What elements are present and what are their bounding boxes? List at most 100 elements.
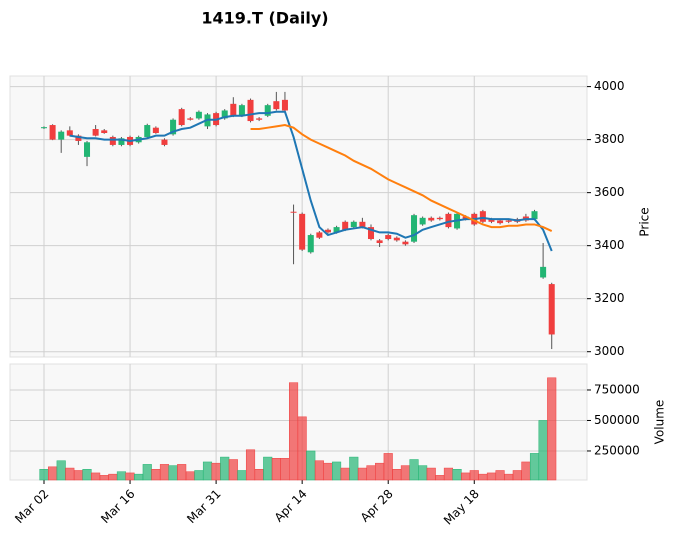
- candle-body: [170, 119, 177, 135]
- volume-bar: [177, 464, 187, 481]
- volume-bar: [142, 464, 152, 481]
- volume-bar: [332, 461, 342, 481]
- volume-bar: [452, 469, 462, 481]
- volume-bar: [65, 467, 75, 481]
- volume-bar: [220, 456, 230, 481]
- volume-bar: [375, 462, 385, 481]
- y-axis-label: Price: [638, 207, 652, 236]
- volume-bar: [357, 467, 367, 481]
- moving-average-line: [250, 124, 553, 232]
- volume-bar: [288, 382, 299, 481]
- volume-bar: [73, 470, 83, 481]
- volume-bar: [366, 465, 376, 481]
- volume-bar: [185, 471, 195, 481]
- candle-body: [221, 110, 228, 119]
- volume-bar: [125, 472, 135, 481]
- y-tick-label: 3000: [594, 344, 625, 358]
- candle-body: [230, 103, 237, 116]
- volume-bar: [529, 453, 540, 481]
- candle-body: [58, 131, 65, 140]
- volume-bar: [48, 466, 58, 481]
- volume-bar: [495, 470, 505, 481]
- volume-bar: [418, 465, 428, 481]
- candle-body: [350, 221, 357, 228]
- y-tick-label: 4000: [594, 79, 625, 93]
- x-tick-label: Mar 02: [12, 487, 51, 526]
- candle-body: [273, 101, 280, 110]
- volume-bar: [134, 473, 144, 481]
- volume-bar: [443, 467, 454, 481]
- price-panel: [9, 75, 588, 358]
- candle-body: [264, 105, 271, 116]
- volume-bar: [237, 470, 247, 481]
- candle-body: [84, 142, 91, 157]
- volume-bar: [323, 462, 333, 481]
- x-tick-label: Apr 28: [358, 487, 396, 525]
- volume-bar: [314, 460, 324, 481]
- y-tick-label: 3600: [594, 185, 625, 199]
- volume-bar: [306, 450, 316, 481]
- volume-axis-label: Volume: [653, 400, 667, 445]
- candle-body: [118, 138, 125, 145]
- candle-body: [195, 111, 202, 119]
- volume-bar: [392, 469, 402, 481]
- volume-bar: [159, 464, 170, 481]
- volume-bar: [116, 471, 126, 481]
- candle-body: [66, 130, 73, 136]
- volume-bar: [202, 461, 213, 481]
- volume-bar: [211, 462, 221, 481]
- volume-bar: [271, 458, 281, 481]
- candle-body: [281, 99, 288, 111]
- volume-bar: [82, 469, 92, 481]
- volume-bar: [245, 449, 256, 481]
- candle-body: [333, 227, 340, 233]
- candle-body: [144, 125, 151, 137]
- candle-body: [152, 127, 159, 133]
- volume-tick-label: 500000: [594, 413, 640, 427]
- candle-body: [505, 220, 512, 222]
- chart-title: 1419.T (Daily): [201, 9, 328, 28]
- candle-body: [247, 99, 254, 122]
- x-tick-label: Mar 31: [184, 487, 223, 526]
- volume-bar: [383, 453, 393, 481]
- volume-bar: [297, 416, 307, 481]
- candle-body: [161, 139, 168, 145]
- x-tick-label: Apr 14: [272, 487, 310, 525]
- volume-bar: [547, 377, 557, 481]
- candle-body: [101, 130, 108, 133]
- volume-bar: [521, 461, 531, 481]
- volume-bar: [254, 469, 264, 481]
- candle-body: [316, 232, 323, 238]
- volume-bar: [538, 420, 548, 481]
- volume-bar: [108, 473, 118, 481]
- x-tick-label: Mar 16: [98, 487, 137, 526]
- candle-body: [385, 235, 392, 240]
- volume-bar: [56, 460, 66, 481]
- candle-body: [393, 237, 400, 241]
- candle-body: [299, 213, 306, 250]
- x-tick-label: May 18: [441, 487, 482, 528]
- y-tick-label: 3800: [594, 132, 625, 146]
- candle-body: [324, 229, 331, 233]
- candle-body: [402, 241, 409, 245]
- volume-tick-label: 250000: [594, 443, 640, 457]
- volume-bar: [194, 470, 204, 481]
- volume-bar: [263, 456, 273, 481]
- candle-body: [548, 284, 555, 335]
- candle-body: [428, 217, 435, 221]
- volume-bar: [340, 467, 350, 481]
- volume-bar: [280, 458, 290, 481]
- volume-bar: [228, 459, 238, 481]
- candle-body: [92, 129, 99, 136]
- candle-body: [367, 227, 375, 240]
- volume-tick-label: 750000: [594, 382, 640, 396]
- candle-body: [488, 219, 495, 222]
- candle-body: [479, 211, 486, 222]
- candle-body: [342, 221, 349, 230]
- candle-body: [187, 118, 194, 120]
- volume-bar: [409, 459, 419, 481]
- candle-body: [411, 215, 418, 242]
- volume-bar: [486, 472, 497, 481]
- volume-bar: [151, 469, 161, 481]
- candle-body: [40, 127, 48, 129]
